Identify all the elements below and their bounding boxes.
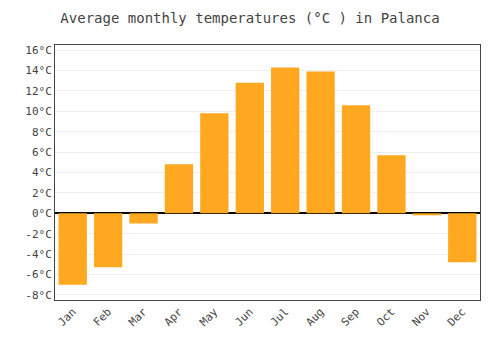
svg-text:0°C: 0°C xyxy=(32,207,52,220)
svg-text:10°C: 10°C xyxy=(25,105,52,118)
svg-text:-6°C: -6°C xyxy=(25,268,52,281)
svg-text:-2°C: -2°C xyxy=(25,228,52,241)
svg-text:Jul: Jul xyxy=(268,306,291,329)
svg-text:-4°C: -4°C xyxy=(25,248,52,261)
svg-text:Oct: Oct xyxy=(374,306,397,329)
svg-text:6°C: 6°C xyxy=(32,146,52,159)
svg-text:8°C: 8°C xyxy=(32,126,52,139)
svg-text:Dec: Dec xyxy=(445,306,468,329)
svg-text:12°C: 12°C xyxy=(25,85,52,98)
svg-text:Jun: Jun xyxy=(233,306,256,329)
svg-text:Mar: Mar xyxy=(126,305,150,329)
svg-text:Sep: Sep xyxy=(339,306,362,329)
svg-text:May: May xyxy=(197,305,221,329)
svg-text:2°C: 2°C xyxy=(32,187,52,200)
svg-text:Nov: Nov xyxy=(410,305,434,329)
svg-text:Aug: Aug xyxy=(303,306,326,329)
svg-text:14°C: 14°C xyxy=(25,64,52,77)
svg-text:-8°C: -8°C xyxy=(25,289,52,302)
svg-text:Apr: Apr xyxy=(162,305,186,329)
svg-text:4°C: 4°C xyxy=(32,166,52,179)
svg-text:Feb: Feb xyxy=(91,306,114,329)
svg-text:Jan: Jan xyxy=(55,306,78,329)
svg-text:Average monthly temperatures (: Average monthly temperatures (°C ) in Pa… xyxy=(60,10,439,26)
svg-text:16°C: 16°C xyxy=(25,44,52,57)
